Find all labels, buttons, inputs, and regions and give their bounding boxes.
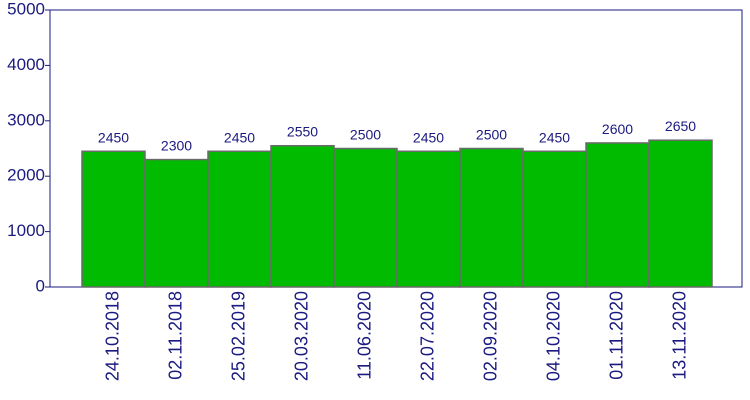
bar bbox=[144, 158, 209, 288]
value-label: 2450 bbox=[98, 129, 129, 145]
y-tick-label: 4000 bbox=[7, 55, 45, 74]
value-label: 2600 bbox=[602, 121, 633, 137]
y-tick-label: 3000 bbox=[7, 110, 45, 129]
y-tick-label: 5000 bbox=[7, 0, 45, 18]
bar bbox=[585, 142, 650, 288]
bar bbox=[459, 147, 524, 288]
bar bbox=[522, 150, 587, 288]
x-tick-label: 22.07.2020 bbox=[417, 291, 437, 381]
x-tick-label: 13.11.2020 bbox=[669, 291, 689, 380]
bar bbox=[81, 150, 146, 288]
value-label: 2550 bbox=[287, 124, 318, 140]
value-label: 2450 bbox=[224, 129, 255, 145]
value-label: 2500 bbox=[476, 127, 507, 143]
y-tick-label: 2000 bbox=[7, 166, 45, 185]
bar bbox=[207, 150, 272, 288]
y-tick-label: 0 bbox=[36, 276, 45, 295]
value-label: 2500 bbox=[350, 127, 381, 143]
x-tick-label: 20.03.2020 bbox=[291, 291, 311, 381]
x-tick-label: 25.02.2019 bbox=[228, 291, 248, 381]
bar bbox=[270, 144, 335, 288]
x-tick-label: 24.10.2018 bbox=[102, 291, 122, 381]
x-tick-label: 04.10.2020 bbox=[543, 291, 563, 381]
x-tick-label: 02.09.2020 bbox=[480, 291, 500, 381]
value-label: 2300 bbox=[161, 138, 192, 154]
x-tick-label: 01.11.2020 bbox=[606, 291, 626, 380]
x-tick-label: 11.06.2020 bbox=[354, 291, 374, 380]
value-label: 2450 bbox=[413, 129, 444, 145]
bar bbox=[396, 150, 461, 288]
bar bbox=[648, 139, 713, 288]
value-label: 2450 bbox=[539, 129, 570, 145]
x-tick-label: 02.11.2018 bbox=[165, 291, 185, 380]
bar bbox=[333, 147, 398, 288]
value-label: 2650 bbox=[665, 118, 696, 134]
y-tick-label: 1000 bbox=[7, 221, 45, 240]
